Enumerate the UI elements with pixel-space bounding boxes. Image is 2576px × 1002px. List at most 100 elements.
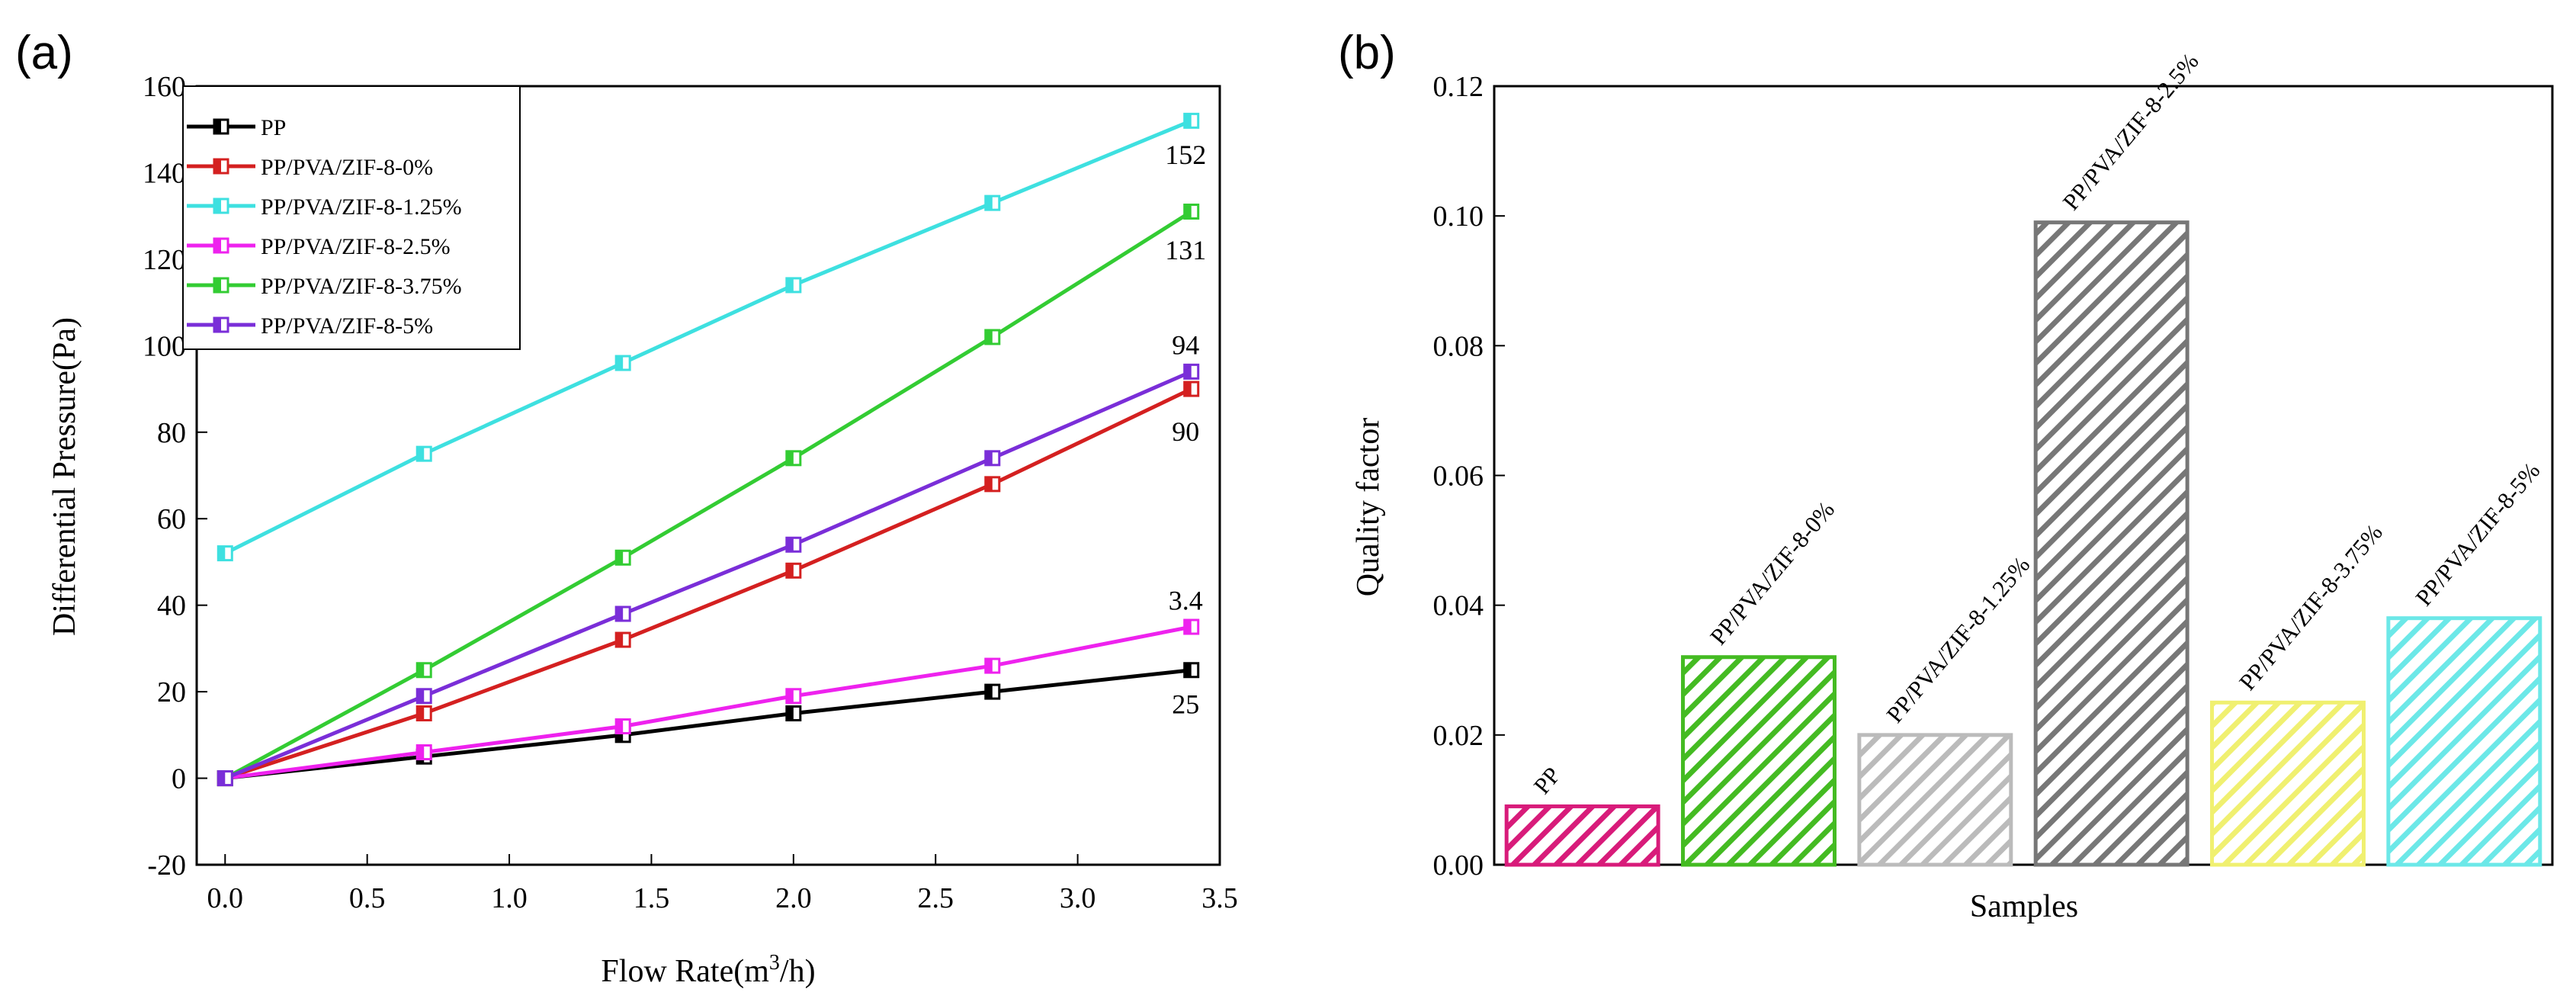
legend-label-2: PP/PVA/ZIF-8-1.25% [261, 194, 462, 220]
series-point-fill-5 [616, 607, 624, 621]
y-tick-label-a: 20 [157, 676, 186, 708]
series-point-fill-2 [786, 278, 794, 292]
bar-category-label: PP [1529, 762, 1566, 799]
x-axis-title-b: Samples [1970, 889, 2078, 924]
y-tick-label-b: 0.08 [1433, 330, 1484, 362]
bar [1857, 733, 2013, 867]
data-label-a: 90 [1172, 416, 1199, 447]
legend-label-0: PP [261, 115, 286, 140]
legend-marker-fill-1 [214, 159, 221, 173]
data-label-a: 3.4 [1169, 585, 1203, 615]
bar [2386, 616, 2542, 867]
chart-a: (a) -20 0 20 40 60 80 100 120 140 160 0.0 0.5 1.0 1.5… [15, 27, 1238, 989]
y-tick-label-a: -20 [147, 849, 186, 882]
bar [2210, 700, 2366, 867]
legend-a-box [182, 85, 521, 350]
y-tick-label-a: 100 [143, 330, 186, 362]
y-axis-title-a: Differential Pressure(Pa) [47, 317, 82, 636]
series-point-fill-2 [218, 546, 226, 560]
legend-a-entries: PP PP/PVA/ZIF-8-0% PP/PVA/ZIF-8-1.25% PP/PV… [187, 115, 462, 339]
plot-a-series [217, 112, 1200, 787]
series-point-fill-5 [417, 689, 425, 703]
series-point-fill-1 [1184, 382, 1192, 397]
series-point-fill-5 [985, 451, 993, 465]
x-tick-label-a: 2.0 [775, 882, 812, 914]
series-point-fill-1 [616, 633, 624, 647]
y-tick-label-b: 0.00 [1433, 849, 1484, 882]
legend-label-5: PP/PVA/ZIF-8-5% [261, 313, 433, 339]
legend-a: PP PP/PVA/ZIF-8-0% PP/PVA/ZIF-8-1.25% PP/PV… [182, 85, 521, 350]
plot-a-frame [195, 85, 1221, 866]
data-label-a: 152 [1165, 140, 1206, 170]
data-label-a: 25 [1172, 689, 1199, 719]
y-tick-label-b: 0.12 [1433, 71, 1484, 103]
series-line-3 [224, 625, 1192, 781]
plot-b-axes: 0.00 0.02 0.04 0.06 0.08 0.10 0.12 [1433, 71, 1505, 882]
series-line-5 [224, 370, 1192, 780]
x-axis-title-a-tail: /h) [780, 954, 816, 989]
series-point-fill-0 [985, 685, 993, 699]
series-line-2 [224, 119, 1192, 555]
plot-b-bars [1504, 220, 2542, 867]
y-tick-label-a: 160 [143, 71, 186, 103]
legend-marker-fill-4 [214, 278, 221, 292]
legend-marker-fill-0 [214, 120, 221, 133]
legend-label-4: PP/PVA/ZIF-8-3.75% [261, 274, 462, 299]
y-tick-label-b: 0.06 [1433, 461, 1484, 493]
bar-category-label: PP/PVA/ZIF-8-5% [2410, 458, 2545, 612]
series-point-fill-4 [1184, 204, 1192, 219]
y-tick-label-a: 140 [143, 157, 186, 189]
x-tick-label-a: 0.0 [207, 882, 244, 914]
series-line-4 [224, 210, 1193, 780]
y-tick-label-a: 60 [157, 503, 186, 535]
x-tick-label-a: 1.5 [634, 882, 670, 914]
series-point-fill-1 [417, 706, 425, 721]
x-tick-label-a: 1.0 [491, 882, 528, 914]
legend-label-1: PP/PVA/ZIF-8-0% [261, 155, 433, 180]
series-point-fill-0 [1184, 663, 1192, 677]
y-tick-label-a: 40 [157, 590, 186, 622]
series-point-fill-0 [616, 727, 624, 742]
x-axis-title-a: Flow Rate(m3/h) [601, 951, 815, 989]
series-point-fill-5 [218, 771, 226, 785]
series-point-fill-5 [786, 538, 794, 552]
x-tick-label-a: 0.5 [349, 882, 386, 914]
series-point-fill-4 [786, 451, 794, 465]
x-tick-label-a: 3.0 [1060, 882, 1096, 914]
series-point-fill-2 [417, 447, 425, 461]
bar-category-label: PP/PVA/ZIF-8-1.25% [1881, 551, 2035, 727]
panel-a-label: (a) [15, 27, 73, 79]
y-tick-label-b: 0.04 [1433, 590, 1484, 622]
y-axis-title-b: Quality factor [1351, 418, 1386, 596]
series-point-fill-3 [985, 659, 993, 673]
legend-marker-fill-5 [214, 318, 221, 332]
plot-a-axes: -20 0 20 40 60 80 100 120 140 160 0.0 0.5 1.0 1.5 2.0 2… [143, 71, 1238, 914]
panel-b-label: (b) [1338, 27, 1396, 79]
y-tick-label-a: 80 [157, 417, 186, 449]
data-label-a: 131 [1165, 235, 1206, 265]
x-tick-label-a: 2.5 [917, 882, 954, 914]
legend-marker-fill-2 [214, 199, 221, 213]
legend-marker-fill-3 [214, 239, 221, 252]
series-point-fill-0 [786, 706, 794, 721]
series-point-fill-4 [985, 329, 993, 344]
bar [2033, 220, 2189, 867]
series-line-0 [225, 668, 1192, 781]
series-point-fill-3 [786, 689, 794, 703]
series-point-fill-3 [616, 719, 624, 734]
bar [1681, 655, 1837, 867]
series-point-fill-4 [616, 551, 624, 565]
series-point-fill-5 [1184, 365, 1192, 379]
bar-category-label: PP/PVA/ZIF-8-3.75% [2234, 519, 2388, 695]
series-point-fill-4 [417, 663, 425, 677]
chart-b: (b) 0.00 0.02 0.04 0.06 0.08 0.10 0.12 PP PP/PV… [1338, 27, 2554, 924]
series-line-1 [224, 387, 1192, 780]
x-axis-title-a-main: Flow Rate(m [601, 954, 769, 989]
series-point-fill-2 [1184, 114, 1192, 128]
series-point-fill-1 [985, 477, 993, 491]
series-point-fill-3 [417, 745, 425, 760]
x-axis-title-a-sup: 3 [769, 951, 780, 975]
plot-a-annotations: 152 131 94 90 3.4 25 [1165, 140, 1206, 719]
